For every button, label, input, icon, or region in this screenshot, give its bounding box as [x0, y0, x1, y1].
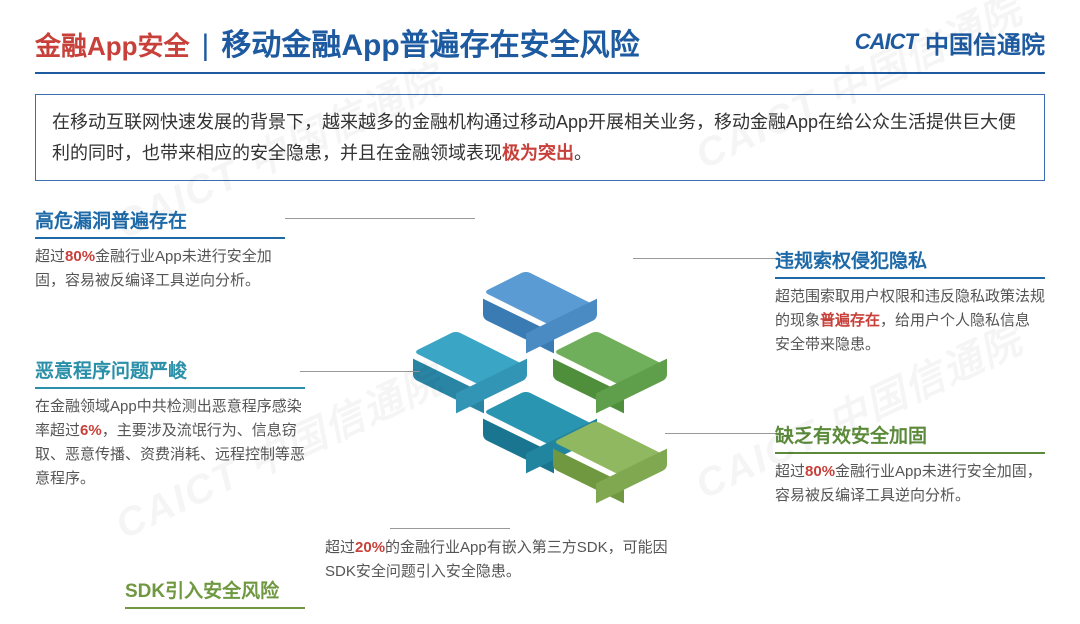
risk-body: 超过80%金融行业App未进行安全加固，容易被反编译工具逆向分析。	[35, 245, 285, 293]
desc-emphasis: 极为突出	[502, 143, 574, 163]
risk-body: 在金融领域App中共检测出恶意程序感染率超过6%，主要涉及流氓行为、信息窃取、恶…	[35, 395, 305, 491]
logo: CAICT 中国信通院	[855, 25, 1045, 60]
connector-4	[665, 433, 780, 434]
risk-title: 缺乏有效安全加固	[775, 421, 1045, 454]
logo-mark: CAICT	[855, 29, 917, 55]
risk-title: 高危漏洞普遍存在	[35, 206, 285, 239]
logo-text: 中国信通院	[925, 25, 1045, 60]
header-rule	[35, 72, 1045, 74]
desc-after: 。	[574, 143, 592, 163]
slide-header: 金融App安全 | 移动金融App普遍存在安全风险 CAICT 中国信通院	[35, 20, 1045, 64]
risk-body: 超过80%金融行业App未进行安全加固，容易被反编译工具逆向分析。	[775, 460, 1045, 508]
risk-item-bl: SDK引入安全风险超过20%的金融行业App有嵌入第三方SDK，可能因SDK安全…	[125, 536, 685, 615]
connector-3	[633, 258, 778, 259]
connector-0	[285, 218, 475, 219]
risk-body: 超范围索取用户权限和违反隐私政策法规的现象普遍存在，给用户个人隐私信息安全带来隐…	[775, 285, 1045, 357]
risk-title: SDK引入安全风险	[125, 576, 305, 609]
title-group: 金融App安全 | 移动金融App普遍存在安全风险	[35, 20, 640, 64]
content-area: 高危漏洞普遍存在超过80%金融行业App未进行安全加固，容易被反编译工具逆向分析…	[35, 206, 1045, 586]
risk-item-tl: 高危漏洞普遍存在超过80%金融行业App未进行安全加固，容易被反编译工具逆向分析…	[35, 206, 285, 293]
risk-item-tr: 违规索权侵犯隐私超范围索取用户权限和违反隐私政策法规的现象普遍存在，给用户个人隐…	[775, 246, 1045, 357]
title-main: 移动金融App普遍存在安全风险	[221, 20, 639, 64]
connector-1	[300, 371, 420, 372]
risk-title: 违规索权侵犯隐私	[775, 246, 1045, 279]
cube-2	[560, 329, 660, 389]
cube-1	[420, 329, 520, 389]
title-separator: |	[202, 29, 210, 63]
cube-4	[560, 419, 660, 479]
title-prefix: 金融App安全	[35, 26, 190, 63]
connector-2	[390, 528, 510, 529]
risk-item-ml: 恶意程序问题严峻在金融领域App中共检测出恶意程序感染率超过6%，主要涉及流氓行…	[35, 356, 305, 491]
cube-diagram	[400, 279, 680, 499]
cube-0	[490, 269, 590, 329]
risk-body: 超过20%的金融行业App有嵌入第三方SDK，可能因SDK安全问题引入安全隐患。	[325, 536, 685, 584]
risk-item-mr: 缺乏有效安全加固超过80%金融行业App未进行安全加固，容易被反编译工具逆向分析…	[775, 421, 1045, 508]
description-box: 在移动互联网快速发展的背景下，越来越多的金融机构通过移动App开展相关业务，移动…	[35, 94, 1045, 181]
risk-title: 恶意程序问题严峻	[35, 356, 305, 389]
slide-container: 金融App安全 | 移动金融App普遍存在安全风险 CAICT 中国信通院 在移…	[0, 0, 1080, 624]
